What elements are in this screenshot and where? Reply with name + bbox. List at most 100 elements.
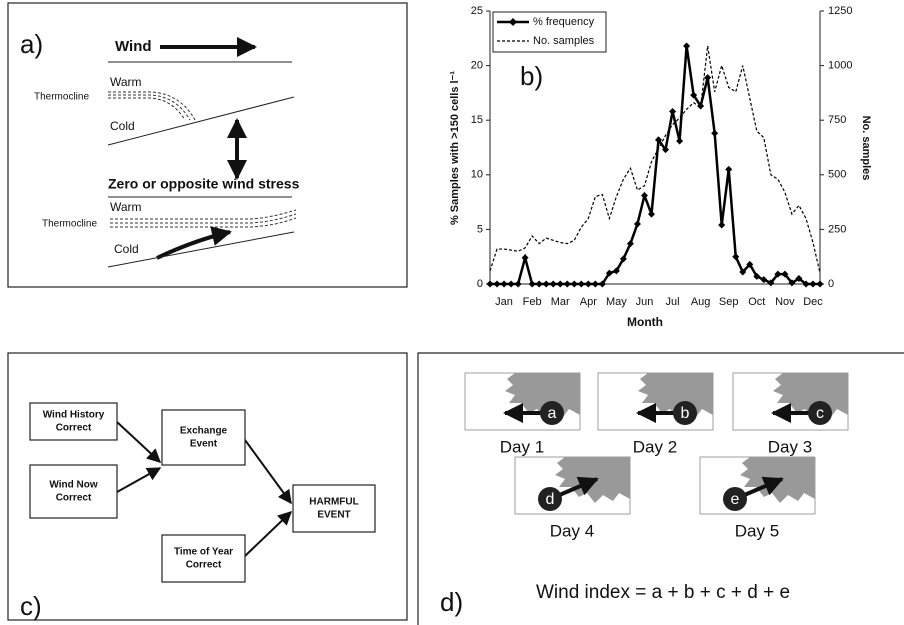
panel-label: b) bbox=[520, 61, 543, 91]
data-point bbox=[514, 280, 522, 288]
bottom-line bbox=[107, 96, 295, 146]
y2-tick-label: 500 bbox=[828, 169, 846, 181]
data-point bbox=[528, 280, 536, 288]
y2-tick-label: 750 bbox=[828, 114, 846, 126]
legend-marker bbox=[509, 18, 517, 26]
data-point bbox=[809, 280, 817, 288]
y2-tick-label: 1000 bbox=[828, 60, 852, 72]
y-tick-label: 0 bbox=[477, 278, 483, 290]
data-point bbox=[591, 280, 599, 288]
data-point bbox=[711, 129, 719, 137]
x-tick-label: Jul bbox=[666, 296, 680, 308]
data-point bbox=[669, 107, 677, 115]
data-point bbox=[535, 280, 543, 288]
data-point bbox=[788, 279, 796, 287]
data-point bbox=[725, 165, 733, 173]
data-point bbox=[795, 275, 803, 283]
y-tick-label: 15 bbox=[471, 114, 483, 126]
x-tick-label: Mar bbox=[551, 296, 570, 308]
data-point bbox=[739, 268, 747, 276]
flow-arrow bbox=[244, 439, 292, 505]
data-point bbox=[486, 280, 494, 288]
data-point bbox=[655, 136, 663, 144]
flow-node bbox=[292, 484, 376, 533]
data-point bbox=[774, 270, 782, 278]
x-tick-label: Jan bbox=[495, 296, 513, 308]
y2-axis-label: No. samples bbox=[860, 116, 872, 181]
data-point bbox=[563, 280, 571, 288]
data-point bbox=[746, 260, 754, 268]
data-point bbox=[549, 280, 557, 288]
data-point bbox=[493, 280, 501, 288]
flow-arrow bbox=[116, 467, 162, 493]
data-point bbox=[640, 192, 648, 200]
wind-letter: d bbox=[546, 491, 555, 508]
flow-node bbox=[29, 464, 118, 519]
data-point bbox=[676, 137, 684, 145]
node-label: Wind History bbox=[43, 410, 105, 421]
y2-tick-label: 250 bbox=[828, 223, 846, 235]
day-label: Day 3 bbox=[768, 437, 812, 456]
thermocline-label: Thermocline bbox=[42, 219, 97, 230]
node-label: Correct bbox=[186, 560, 222, 571]
y-tick-label: 5 bbox=[477, 223, 483, 235]
data-point bbox=[507, 280, 515, 288]
data-point bbox=[767, 279, 775, 287]
data-point bbox=[662, 146, 670, 154]
node-label: HARMFUL bbox=[309, 497, 358, 508]
panel-frame bbox=[7, 2, 408, 288]
x-tick-label: Feb bbox=[523, 296, 542, 308]
flow-node bbox=[161, 534, 246, 583]
legend-box bbox=[492, 11, 607, 53]
wind-label: Wind bbox=[115, 38, 152, 55]
day-label: Day 4 bbox=[550, 521, 594, 540]
data-point bbox=[802, 280, 810, 288]
cold-label: Cold bbox=[110, 119, 135, 133]
data-point bbox=[584, 280, 592, 288]
data-point bbox=[718, 221, 726, 229]
data-point bbox=[690, 91, 698, 99]
wind-letter: a bbox=[548, 405, 557, 422]
data-point bbox=[760, 276, 768, 284]
data-point bbox=[816, 280, 824, 288]
x-axis-label: Month bbox=[627, 315, 663, 329]
thermocline-upper bbox=[108, 91, 196, 121]
x-tick-label: Jun bbox=[636, 296, 654, 308]
data-point bbox=[704, 74, 712, 82]
data-point bbox=[633, 220, 641, 228]
panel-a: a) Wind Warm Thermocline Cold Zero or op… bbox=[7, 2, 408, 288]
y-tick-label: 10 bbox=[471, 169, 483, 181]
y2-tick-label: 1250 bbox=[828, 5, 852, 17]
data-point bbox=[500, 280, 508, 288]
data-point bbox=[647, 210, 655, 218]
flow-node bbox=[161, 409, 246, 466]
legend-label: No. samples bbox=[533, 35, 595, 47]
wind-letter: c bbox=[816, 405, 824, 422]
legend-label: % frequency bbox=[533, 16, 595, 28]
thermocline-lower bbox=[110, 209, 297, 228]
wind-letter: e bbox=[731, 491, 740, 508]
data-point bbox=[605, 269, 613, 277]
x-tick-label: Sep bbox=[719, 296, 739, 308]
data-point bbox=[683, 42, 691, 50]
panel-label: c) bbox=[20, 591, 42, 621]
y-axis-label: % Samples with >150 cells l⁻¹ bbox=[449, 71, 461, 225]
thermocline-label: Thermocline bbox=[34, 92, 89, 103]
cold-label: Cold bbox=[114, 242, 139, 256]
day-label: Day 1 bbox=[500, 437, 544, 456]
node-label: Exchange bbox=[180, 426, 228, 437]
data-point bbox=[781, 270, 789, 278]
wind-marker bbox=[808, 401, 832, 425]
data-point bbox=[598, 280, 606, 288]
warm-label: Warm bbox=[110, 75, 142, 89]
y-tick-label: 25 bbox=[471, 5, 483, 17]
day-label: Day 2 bbox=[633, 437, 677, 456]
data-point bbox=[521, 254, 529, 262]
x-tick-label: May bbox=[606, 296, 627, 308]
flow-arrow bbox=[244, 511, 293, 557]
data-point bbox=[570, 280, 578, 288]
panel-frame bbox=[7, 352, 408, 621]
x-tick-label: Oct bbox=[748, 296, 765, 308]
